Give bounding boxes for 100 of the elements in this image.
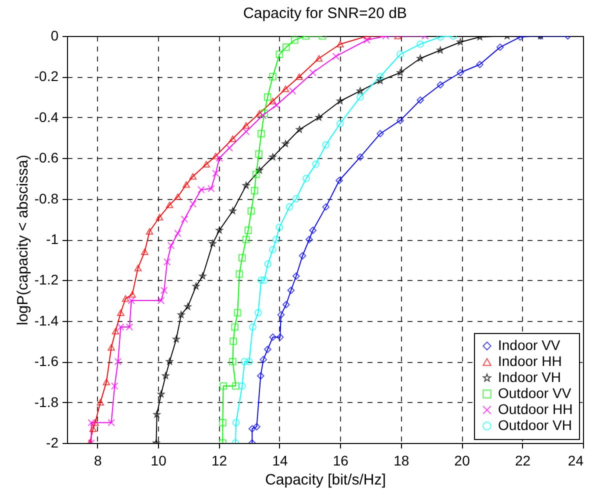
point [122,295,130,302]
point [232,382,240,390]
point [456,38,464,46]
point [238,382,246,390]
point [253,423,260,430]
point [292,195,300,202]
point [436,46,444,54]
point [256,110,264,117]
point [258,130,265,138]
point [269,334,276,341]
point [96,399,104,406]
y-tick-label: 0 [50,28,59,44]
y-tick-label: -0.4 [34,108,59,125]
point [229,136,236,142]
point [141,248,148,255]
point [167,242,175,250]
point [269,98,276,104]
point [290,36,298,44]
point [242,122,250,129]
point [220,382,227,390]
point [416,40,424,48]
point [236,270,244,278]
point [298,252,306,260]
point [309,68,317,76]
point [198,186,205,194]
point [296,73,303,80]
point [436,81,444,88]
point [264,93,272,101]
point [89,426,97,432]
point [302,174,310,182]
point [172,336,180,342]
y-axis-title: logP(capacity < abscissa) [14,154,32,326]
y-tick-label: -1.4 [34,312,59,328]
point [250,187,258,194]
point [174,194,182,200]
point [255,150,262,158]
point [242,236,250,244]
point [256,166,263,174]
x-tick-label: 8 [94,452,102,468]
point [282,300,290,308]
point [254,309,262,316]
y-tick-label: -1 [46,231,59,247]
point [216,154,224,162]
point [164,258,171,266]
point [363,36,371,44]
chart-title: Capacity for SNR=20 dB [243,5,407,22]
x-tick-label: 20 [454,452,470,468]
point [146,228,154,235]
x-tick-label: 18 [394,452,410,468]
point [208,184,215,192]
point [189,200,197,208]
point [229,358,236,366]
point [209,240,216,247]
x-tick-label: 24 [568,452,584,468]
point [259,112,266,120]
point [231,323,239,331]
point [306,236,313,244]
point [396,68,404,76]
point [288,87,296,95]
point [156,214,164,220]
point [252,170,260,178]
point [162,372,170,379]
point [276,50,284,58]
point [160,286,168,294]
point [416,96,424,104]
point [356,87,364,94]
point [376,77,384,84]
point [312,160,320,168]
point [112,328,120,334]
point [315,55,323,62]
point [272,102,280,109]
point [356,153,364,161]
point [322,203,330,211]
point [157,296,165,304]
point [322,141,330,149]
point [264,346,272,354]
point [199,272,206,280]
x-tick-label: 10 [150,452,167,468]
point [282,44,290,51]
point [128,291,136,298]
point [110,382,118,390]
legend-label: Outdoor VH [498,417,572,433]
point [134,264,142,272]
point [260,110,268,117]
point [376,130,384,138]
legend-label: Outdoor VV [498,385,572,401]
point [248,207,255,215]
point [476,60,484,68]
point [336,97,344,104]
x-tick-label: 22 [515,452,531,468]
point [178,311,185,318]
point [260,356,268,364]
point [292,272,300,280]
point [496,44,504,51]
point [166,358,174,365]
point [258,276,265,284]
point [309,226,317,234]
point [396,116,404,124]
point [287,286,295,294]
point [286,203,294,211]
